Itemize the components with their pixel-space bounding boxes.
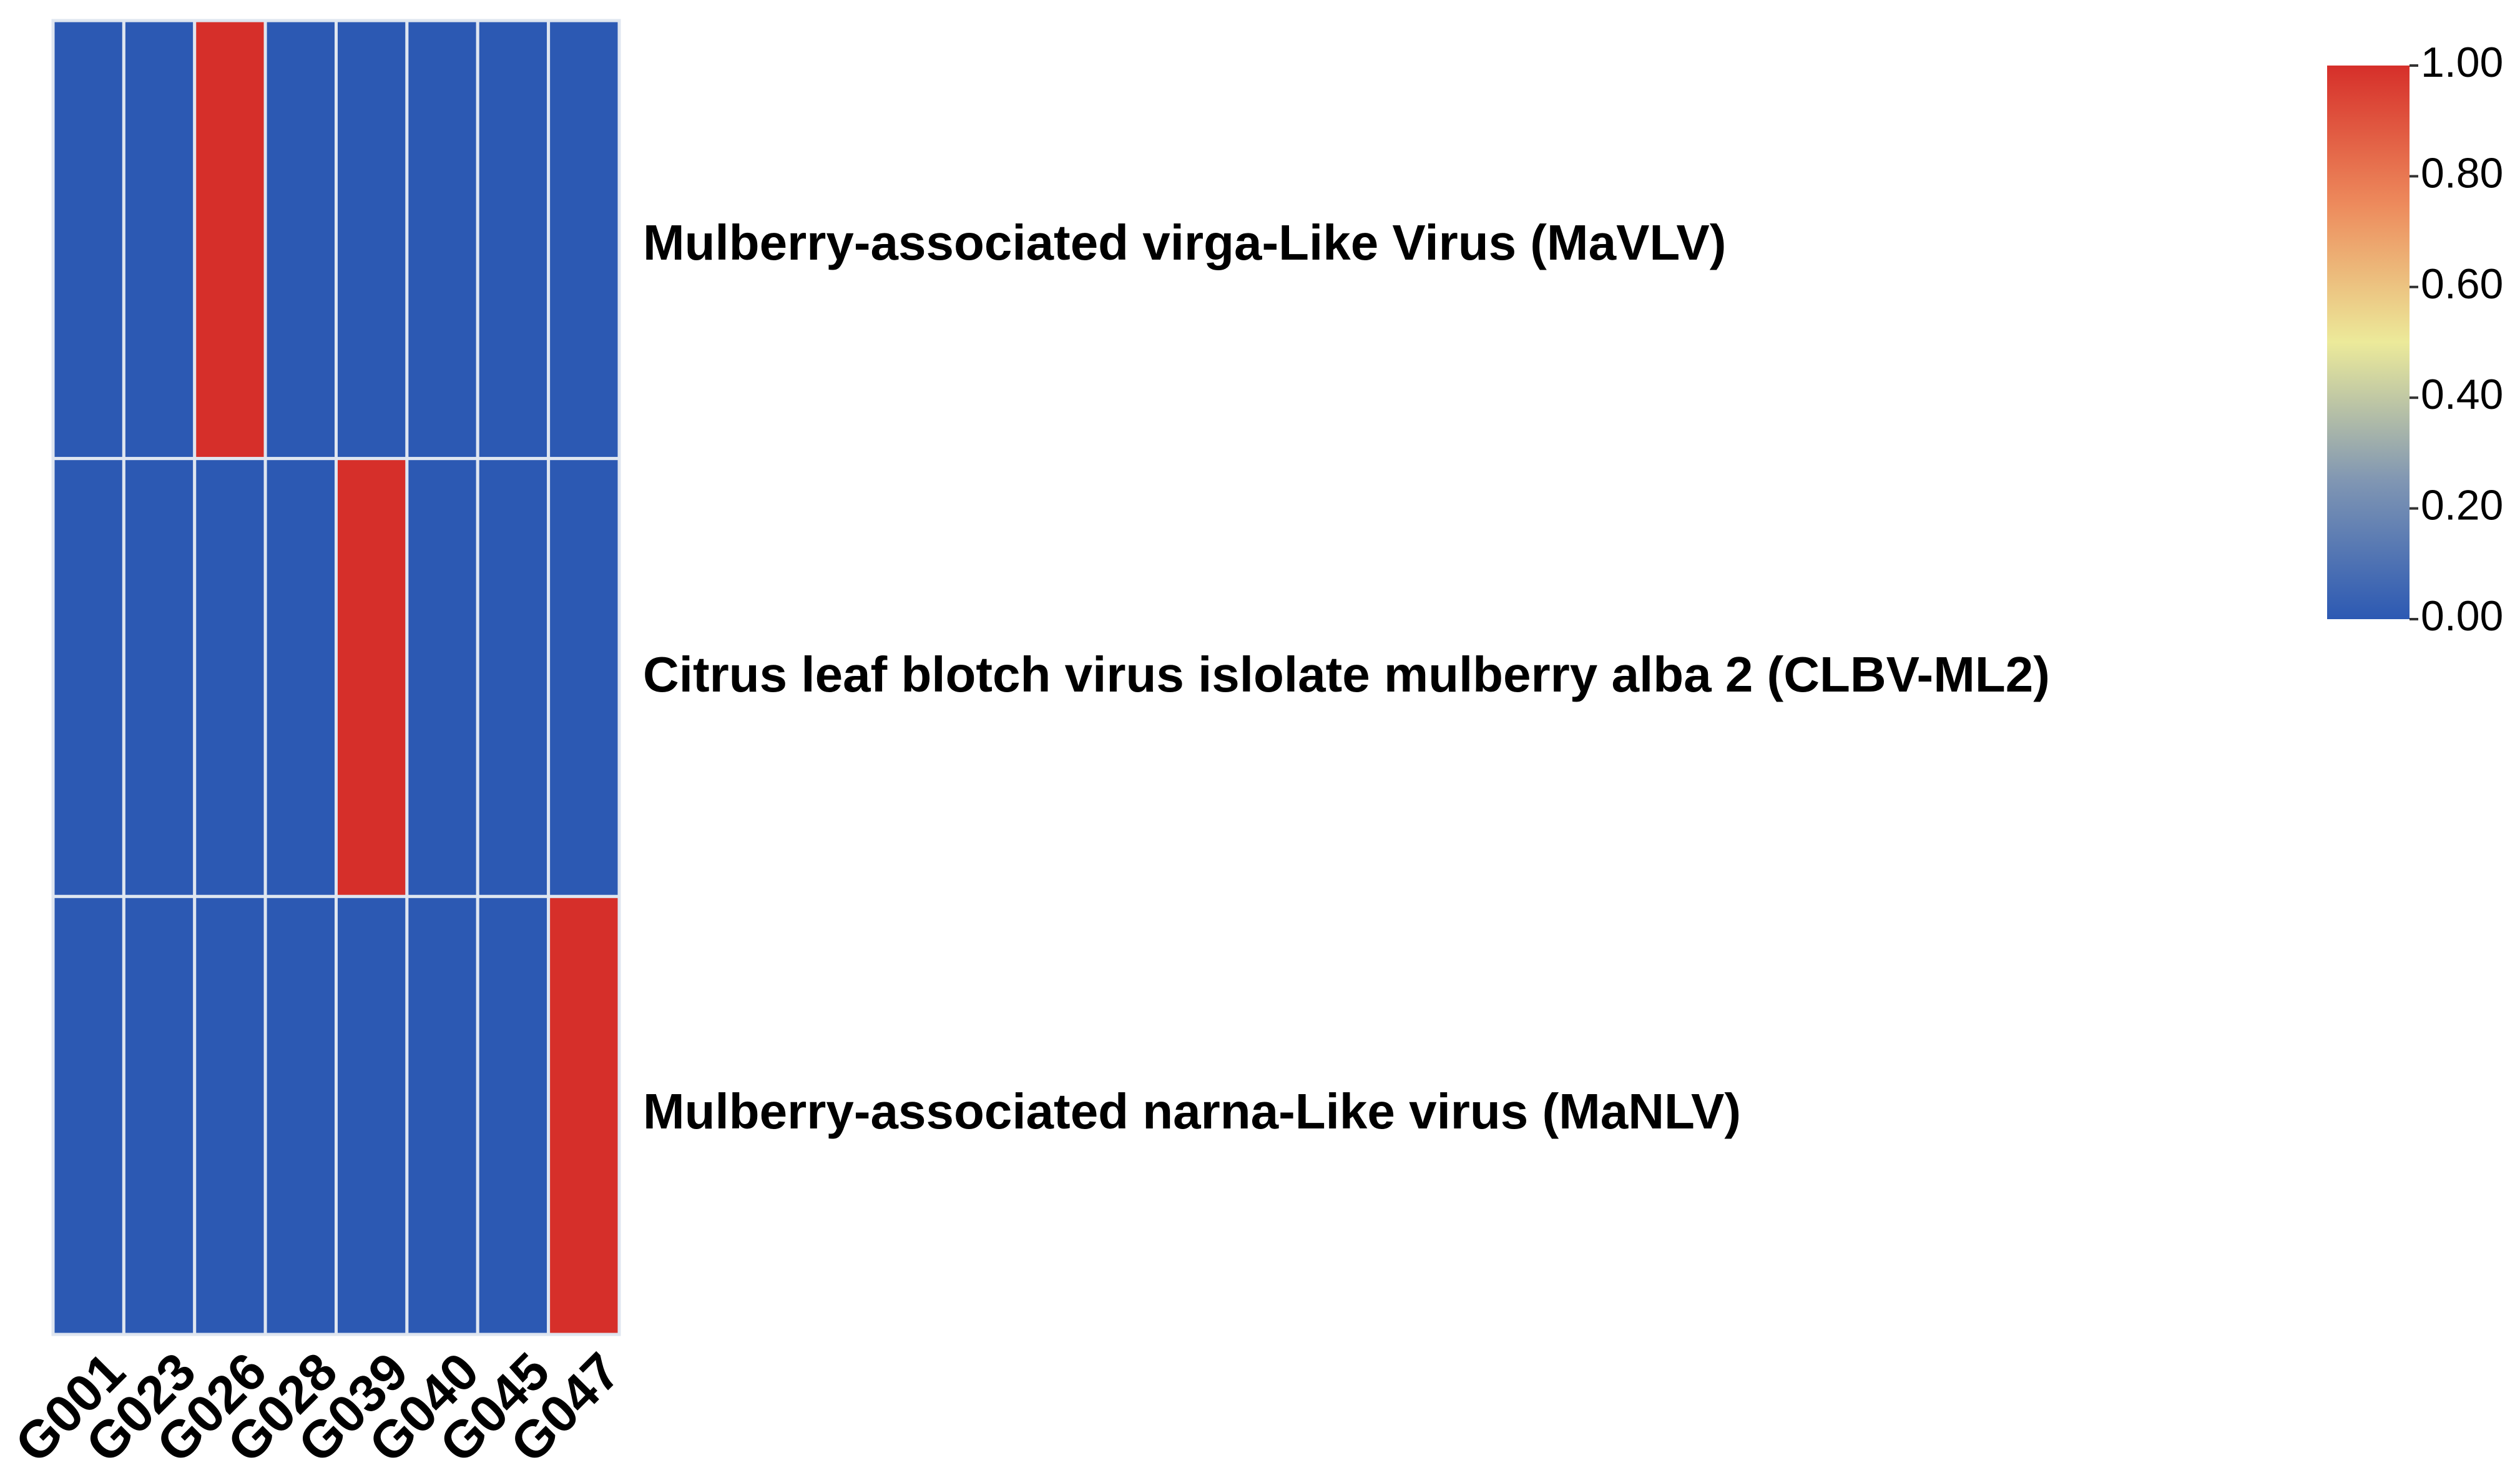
colorbar-tick-label: 0.80 xyxy=(2421,149,2503,197)
heatmap-cell-g039-row-2 xyxy=(336,459,407,897)
heatmap-cell-g047-row-1 xyxy=(549,21,619,459)
heatmap-cells xyxy=(53,21,619,1334)
heatmap-cell-g026-row-1 xyxy=(195,21,265,459)
heatmap-cell-g040-row-3 xyxy=(407,896,478,1334)
heatmap-cell-g045-row-3 xyxy=(478,896,548,1334)
heatmap-cell-g023-row-2 xyxy=(124,459,194,897)
heatmap-cell-g026-row-2 xyxy=(195,459,265,897)
heatmap-cell-g040-row-2 xyxy=(407,459,478,897)
heatmap-cell-g047-row-3 xyxy=(549,896,619,1334)
row-label-1: Mulberry-associated virga-Like Virus (Ma… xyxy=(643,215,1726,270)
heatmap-cell-g045-row-1 xyxy=(478,21,548,459)
heatmap-cell-g040-row-1 xyxy=(407,21,478,459)
row-label-2: Citrus leaf blotch virus islolate mulber… xyxy=(643,647,2050,702)
row-labels: Mulberry-associated virga-Like Virus (Ma… xyxy=(643,215,2050,1139)
colorbar-ticks: 1.00 0.80 0.60 0.40 0.20 0.00 xyxy=(2410,39,2503,640)
chart-stage: Mulberry-associated virga-Like Virus (Ma… xyxy=(0,0,2520,1463)
heatmap-cell-g001-row-2 xyxy=(53,459,124,897)
heatmap-cell-g039-row-1 xyxy=(336,21,407,459)
heatmap-cell-g023-row-1 xyxy=(124,21,194,459)
colorbar: 1.00 0.80 0.60 0.40 0.20 0.00 xyxy=(2327,39,2503,640)
heatmap-cell-g039-row-3 xyxy=(336,896,407,1334)
heatmap-cell-g045-row-2 xyxy=(478,459,548,897)
heatmap-cell-g001-row-3 xyxy=(53,896,124,1334)
colorbar-gradient xyxy=(2327,66,2410,619)
heatmap-cell-g026-row-3 xyxy=(195,896,265,1334)
colorbar-tick-label: 0.20 xyxy=(2421,482,2503,529)
row-label-3: Mulberry-associated narna-Like virus (Ma… xyxy=(643,1084,1741,1139)
heatmap-cell-g023-row-3 xyxy=(124,896,194,1334)
heatmap-cell-g028-row-3 xyxy=(265,896,336,1334)
colorbar-tick-label: 1.00 xyxy=(2421,39,2503,86)
colorbar-tick-label: 0.00 xyxy=(2421,592,2503,640)
heatmap-cell-g028-row-2 xyxy=(265,459,336,897)
colorbar-tick-label: 0.60 xyxy=(2421,260,2503,308)
colorbar-tick-label: 0.40 xyxy=(2421,371,2503,418)
heatmap-chart: Mulberry-associated virga-Like Virus (Ma… xyxy=(0,0,2520,1463)
heatmap-cell-g028-row-1 xyxy=(265,21,336,459)
heatmap-cell-g047-row-2 xyxy=(549,459,619,897)
heatmap-cell-g001-row-1 xyxy=(53,21,124,459)
